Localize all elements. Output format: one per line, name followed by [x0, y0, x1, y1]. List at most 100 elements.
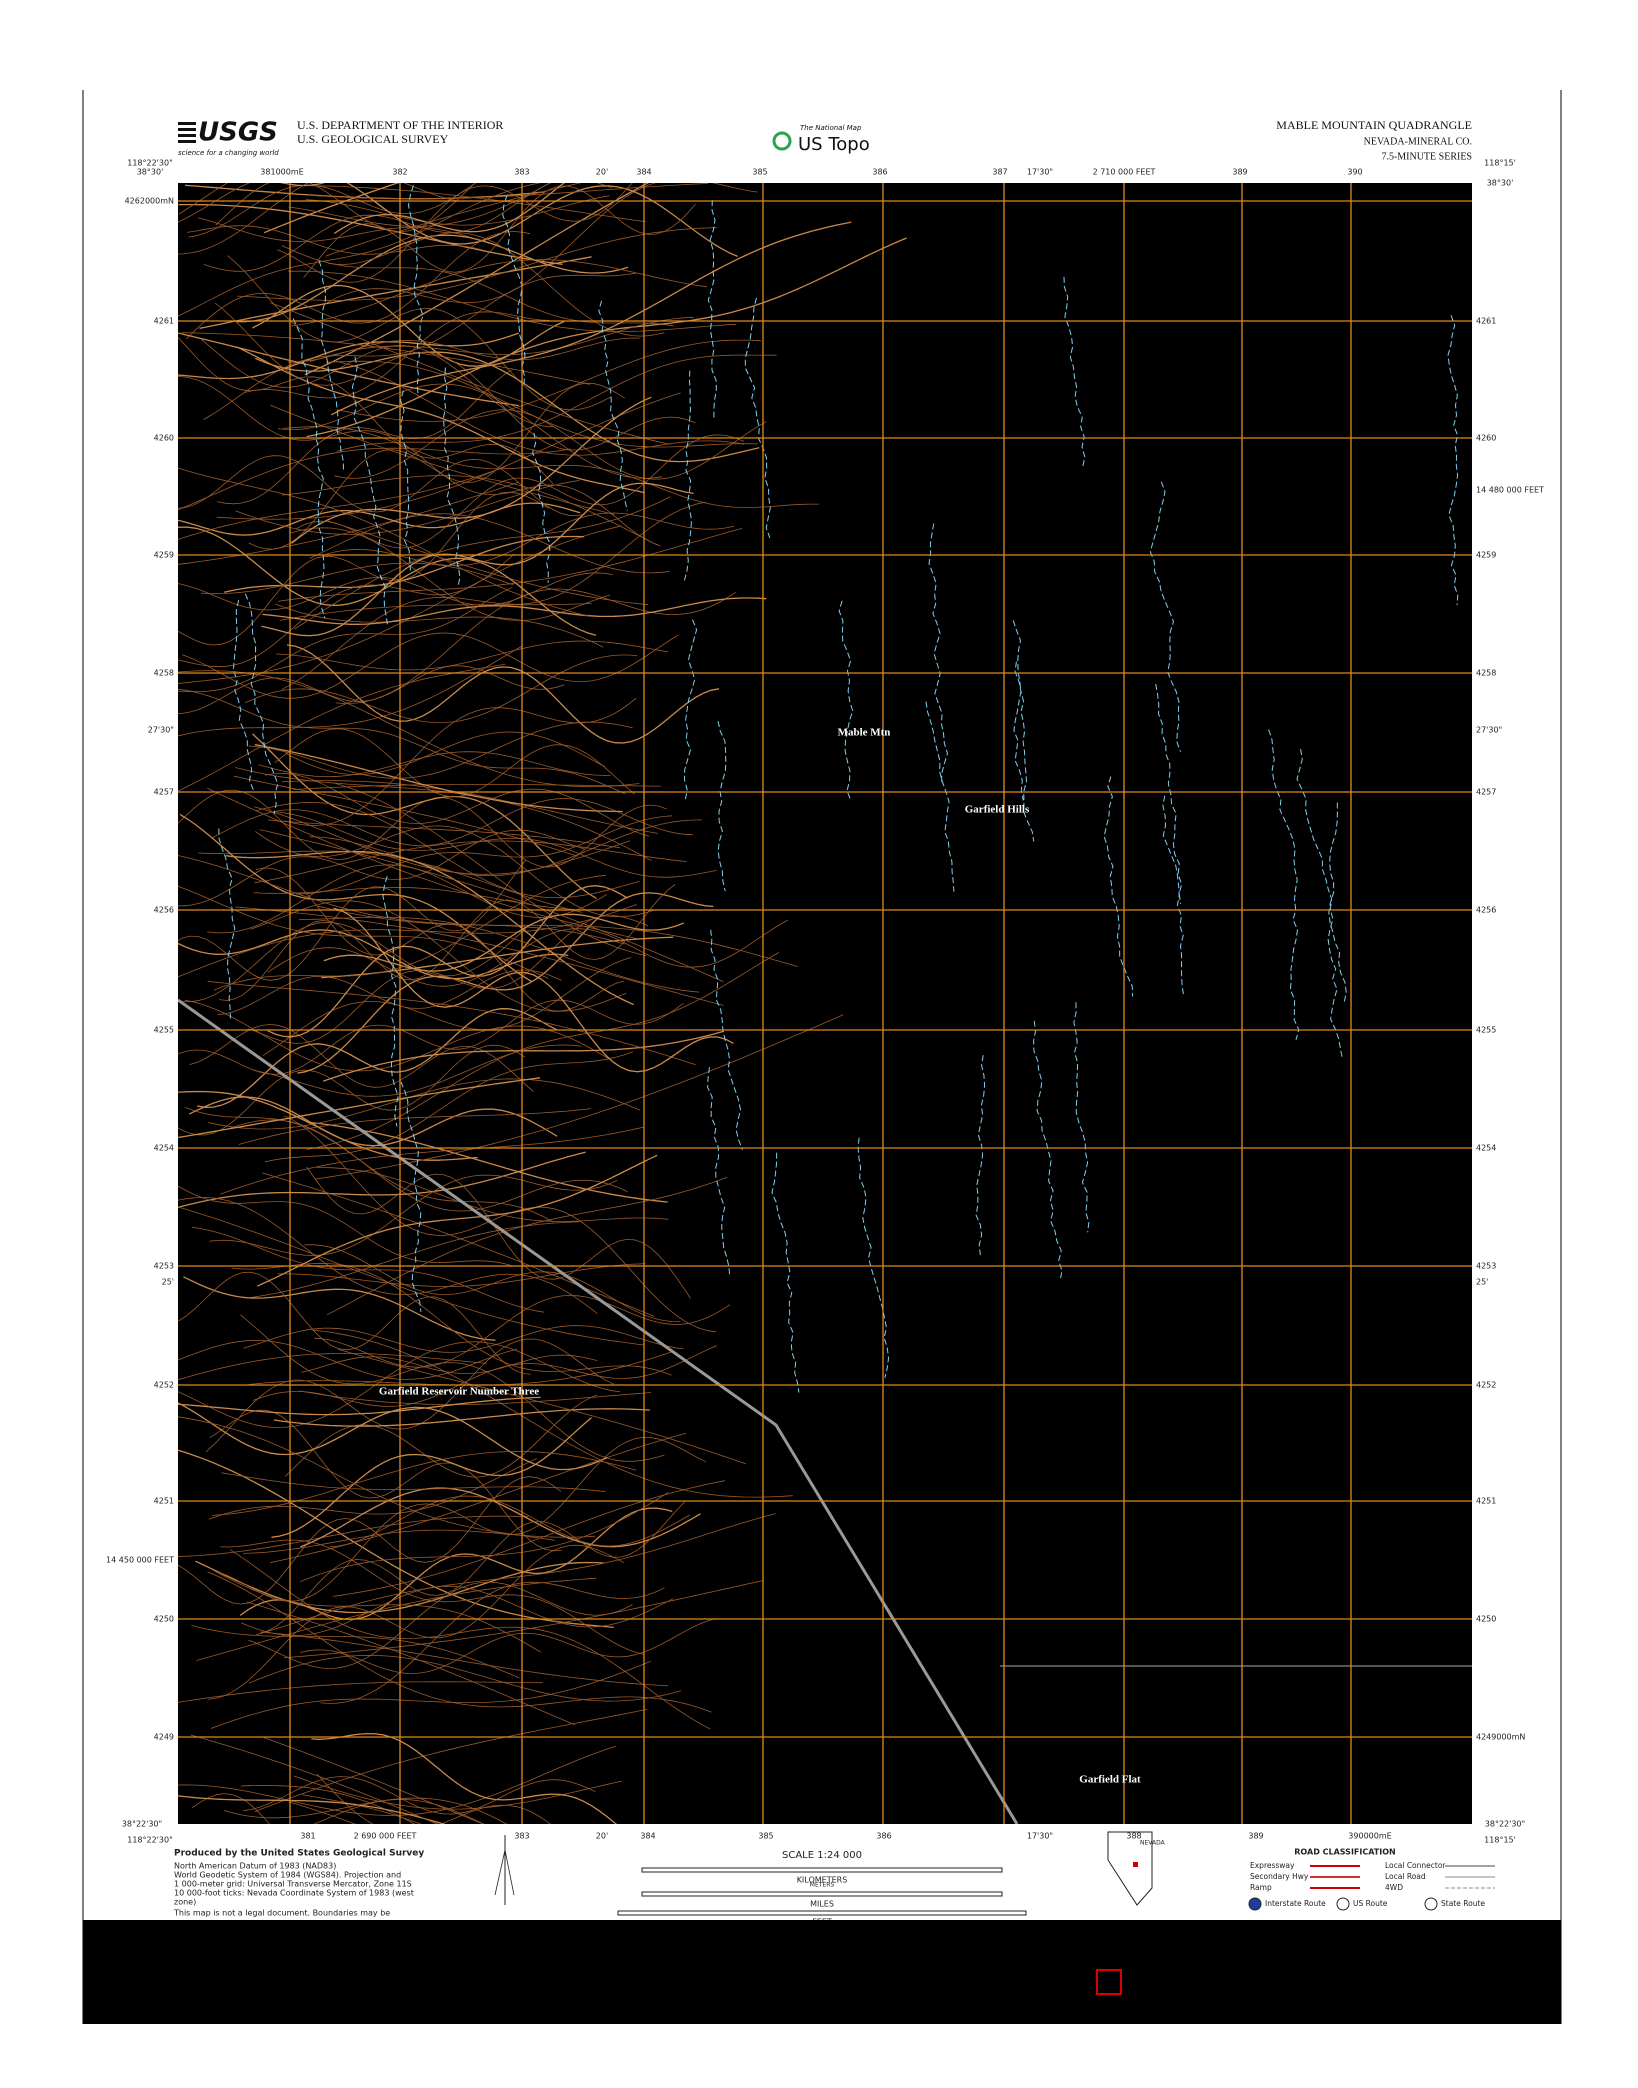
contour — [300, 1491, 669, 1582]
route-shield — [1248, 1897, 1262, 1911]
contour — [277, 383, 662, 479]
contour — [178, 491, 550, 646]
contour — [178, 1396, 541, 1416]
contour — [298, 916, 700, 993]
producer: Produced by the United States Geological… — [174, 1849, 424, 1859]
stream — [710, 929, 743, 1150]
bottom-label: 386 — [876, 1832, 891, 1841]
bottom-label: 381 — [300, 1832, 315, 1841]
right-label: 4254 — [1476, 1144, 1496, 1153]
stream — [382, 876, 399, 1127]
contour — [178, 481, 519, 565]
bottom-label: 388 — [1126, 1832, 1141, 1841]
stream — [442, 367, 461, 588]
contour — [178, 1745, 617, 1816]
contour — [216, 392, 681, 520]
contour — [178, 502, 581, 536]
contour — [179, 813, 533, 983]
contour — [248, 1654, 682, 1702]
contour — [250, 900, 627, 1012]
stream — [1149, 481, 1182, 752]
right-label: 4249000mN — [1476, 1733, 1525, 1742]
right-label: 4251 — [1476, 1497, 1496, 1506]
contour — [261, 482, 694, 637]
contour — [334, 782, 647, 957]
contour — [300, 1487, 701, 1548]
contour — [259, 829, 724, 983]
contour — [178, 1341, 621, 1428]
contour — [262, 1172, 655, 1317]
contour — [183, 1276, 496, 1341]
contour — [336, 354, 777, 452]
contour — [184, 1107, 554, 1223]
right-label: 4260 — [1476, 434, 1496, 443]
contour — [178, 553, 515, 668]
corner-lon: 118°15' — [1484, 1836, 1516, 1845]
scale-unit: METERS — [810, 1882, 835, 1889]
right-label: 4256 — [1476, 906, 1496, 915]
contour — [300, 1618, 717, 1675]
contour — [178, 455, 585, 517]
contour — [178, 855, 625, 945]
contour — [178, 929, 569, 980]
contour — [299, 1390, 652, 1405]
contour — [178, 859, 527, 981]
contour — [220, 1126, 645, 1195]
contour — [255, 1513, 776, 1636]
road-type: Expressway — [1250, 1861, 1295, 1870]
contour — [240, 1585, 674, 1637]
contour — [209, 1174, 618, 1256]
top-label: 385 — [752, 168, 767, 177]
contour — [316, 1167, 669, 1222]
highway — [178, 998, 1019, 1824]
contour — [243, 1325, 684, 1353]
contour — [178, 203, 563, 265]
bottom-label: 383 — [514, 1832, 529, 1841]
contour — [303, 185, 696, 279]
right-label: 4250 — [1476, 1615, 1496, 1624]
contour — [199, 256, 592, 330]
contour — [203, 183, 552, 272]
stream — [1073, 1002, 1090, 1233]
stream — [925, 701, 955, 892]
left-label: 27'30" — [148, 726, 174, 735]
top-label: 384 — [636, 168, 651, 177]
contour — [270, 1432, 687, 1564]
top-label: 382 — [392, 168, 407, 177]
left-label: 4250 — [154, 1615, 174, 1624]
contour — [288, 270, 737, 332]
contour — [271, 1417, 592, 1538]
stream — [232, 600, 254, 791]
bottom-label: 389 — [1248, 1832, 1263, 1841]
stream — [838, 600, 854, 801]
contour — [281, 245, 675, 327]
contour — [210, 1660, 651, 1729]
contour — [213, 874, 606, 991]
contour — [334, 409, 767, 480]
scale: SCALE 1:24 000 — [782, 1850, 862, 1861]
note: 1 000-meter grid: Universal Transverse M… — [174, 1880, 412, 1889]
series: 7.5-MINUTE SERIES — [1381, 151, 1472, 162]
right-label: 4259 — [1476, 551, 1496, 560]
contour — [253, 1044, 582, 1097]
contour — [317, 905, 798, 967]
contour — [217, 1437, 706, 1602]
contour — [178, 665, 565, 714]
contour — [295, 434, 745, 549]
contour — [178, 526, 597, 636]
contour — [267, 919, 788, 987]
contour — [252, 284, 565, 367]
stream — [292, 318, 326, 619]
contour — [296, 815, 673, 895]
contour — [178, 1402, 608, 1471]
stream — [218, 828, 236, 1019]
contour — [270, 302, 671, 445]
contour — [254, 1709, 647, 1812]
corner-lat: 38°22'30" — [122, 1820, 162, 1829]
north-arrow — [494, 1835, 515, 1905]
contour — [302, 1794, 422, 1824]
contour — [192, 1793, 270, 1824]
usgs-logo: USGS science for a changing world — [178, 118, 279, 157]
corner-lat: 38°22'30" — [1485, 1820, 1525, 1829]
stream — [1268, 729, 1300, 1040]
